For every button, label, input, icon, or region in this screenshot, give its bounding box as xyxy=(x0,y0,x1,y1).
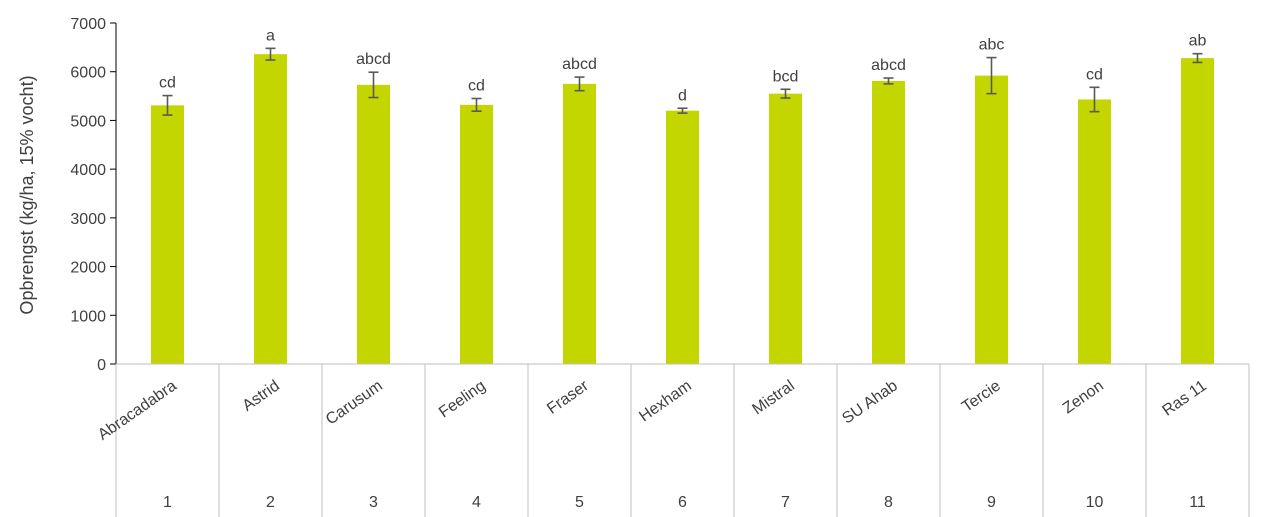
error-bar xyxy=(265,47,276,61)
bar xyxy=(769,93,802,364)
error-bars xyxy=(162,47,1203,116)
significance-label: cd xyxy=(159,75,176,92)
error-bar xyxy=(162,94,173,116)
y-tick-label: 4000 xyxy=(70,162,106,179)
bar xyxy=(254,54,287,364)
x-axis: Abracadabra Astrid Carusum Feeling Fraser Hex… xyxy=(95,363,1250,517)
significance-label: d xyxy=(678,87,687,104)
x-category-number: 1 xyxy=(163,494,172,511)
error-bar xyxy=(780,88,791,99)
error-bar xyxy=(986,56,997,95)
significance-label: abcd xyxy=(356,51,391,68)
y-tick-label: 3000 xyxy=(70,211,106,228)
x-category-label: Ras 11 xyxy=(1159,377,1209,419)
significance-label: bcd xyxy=(773,68,799,85)
bar xyxy=(975,75,1008,365)
x-category-number: 10 xyxy=(1086,494,1104,511)
significance-label: abcd xyxy=(562,56,597,73)
x-category-number: 3 xyxy=(369,494,378,511)
x-category-number: 4 xyxy=(472,494,481,511)
x-category-label: Mistral xyxy=(749,377,797,418)
bar xyxy=(666,110,699,364)
x-category-label: Feeling xyxy=(436,377,489,421)
y-tick-label: 6000 xyxy=(70,65,106,82)
x-category-number: 7 xyxy=(781,494,790,511)
x-category-label: Carusum xyxy=(323,377,386,428)
x-category-number: 5 xyxy=(575,494,584,511)
x-category-label: Astrid xyxy=(240,377,283,414)
significance-label: cd xyxy=(468,78,485,95)
significance-labels: cd a abcd cd abcd d bcd abcd abc cd ab xyxy=(159,27,1206,104)
bar xyxy=(357,84,390,365)
bar xyxy=(151,105,184,364)
y-tick-label: 0 xyxy=(97,357,106,374)
significance-label: ab xyxy=(1189,33,1207,50)
y-axis-ticks: 0 1000 2000 3000 4000 5000 6000 7000 xyxy=(70,16,117,374)
significance-label: cd xyxy=(1086,66,1103,83)
y-axis-title: Opbrengst (kg/ha, 15% vocht) xyxy=(17,75,37,314)
bar xyxy=(460,104,493,364)
bar xyxy=(872,80,905,364)
x-category-label: Fraser xyxy=(544,377,592,418)
x-category-label: Hexham xyxy=(636,377,695,425)
error-bar xyxy=(1089,86,1100,113)
x-category-number: 2 xyxy=(266,494,275,511)
bar xyxy=(1181,58,1214,365)
significance-label: a xyxy=(266,27,275,44)
y-tick-label: 7000 xyxy=(70,16,106,33)
x-category-label: Tercie xyxy=(959,377,1004,415)
x-category-number: 9 xyxy=(987,494,996,511)
error-bar xyxy=(677,107,688,114)
error-bar xyxy=(471,97,482,112)
error-bar xyxy=(368,71,379,99)
error-bar xyxy=(574,76,585,92)
x-category-number: 6 xyxy=(678,494,687,511)
x-category-label: Abracadabra xyxy=(95,377,180,444)
error-bar xyxy=(1192,52,1203,64)
y-tick-label: 1000 xyxy=(70,308,106,325)
bars xyxy=(151,54,1214,365)
x-category-number: 11 xyxy=(1189,494,1206,511)
bar xyxy=(1078,99,1111,364)
x-category-label: SU Ahab xyxy=(839,377,901,427)
x-category-number: 8 xyxy=(884,494,893,511)
error-bar xyxy=(883,77,894,85)
significance-label: abc xyxy=(979,37,1005,54)
bar xyxy=(563,83,596,365)
x-category-label: Zenon xyxy=(1060,377,1107,417)
significance-label: abcd xyxy=(871,57,906,74)
y-tick-label: 2000 xyxy=(70,260,106,277)
y-tick-label: 5000 xyxy=(70,113,106,130)
